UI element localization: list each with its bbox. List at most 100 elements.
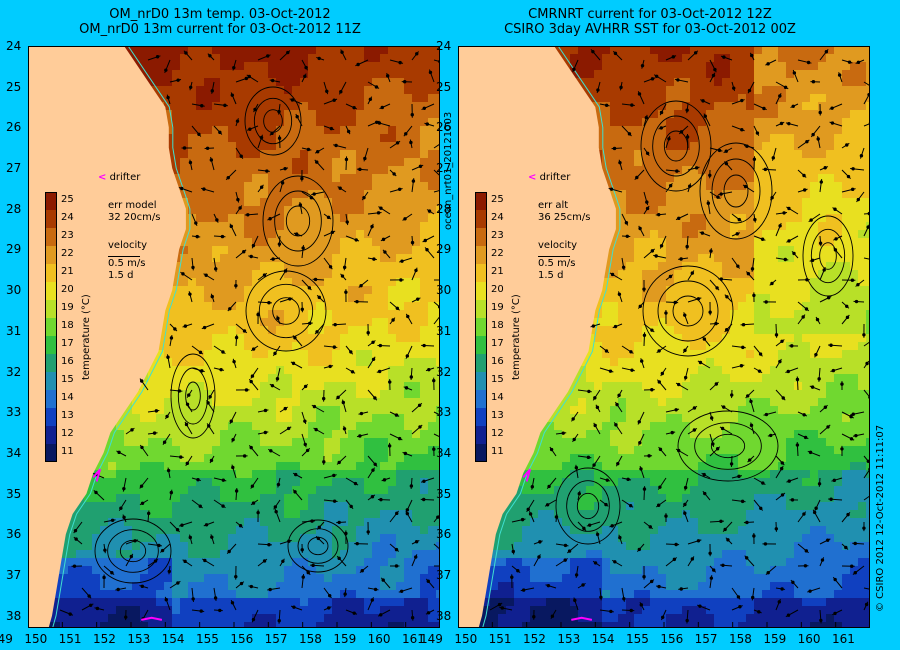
latitude-tick-label: 26 — [436, 120, 452, 135]
eddy-streamline — [640, 100, 712, 192]
right-map-panel[interactable] — [458, 46, 870, 628]
longitude-tick-label: 158 — [299, 632, 322, 646]
colorbar-segment — [45, 408, 57, 426]
left-sst-map[interactable] — [28, 46, 440, 628]
land-mass — [28, 46, 186, 628]
colorbar-tick-label: 14 — [61, 392, 74, 403]
eddy-streamline — [258, 283, 314, 339]
latitude-tick-label: 28 — [6, 201, 22, 216]
eddy-streamline — [107, 529, 159, 573]
colorbar-tick-label: 15 — [491, 374, 504, 385]
eddy-streamline — [245, 270, 327, 352]
right-title: CMRNRT current for 03-Oct-2012 12Z CSIRO… — [490, 7, 810, 37]
latitude-tick-label: 27 — [436, 161, 452, 176]
colorbar-segment — [475, 390, 487, 408]
legend-text: 1.5 d — [538, 270, 564, 281]
colorbar-tick-label: 18 — [61, 320, 74, 331]
latitude-tick-label: 38 — [6, 608, 22, 623]
legend-text: 0.5 m/s — [108, 258, 146, 269]
colorbar-tick-label: 12 — [491, 428, 504, 439]
colorbar-tick-label: 16 — [61, 356, 74, 367]
colorbar-tick-label: 21 — [61, 266, 74, 277]
colorbar-tick-label: 20 — [491, 284, 504, 295]
eddy-streamline — [287, 519, 349, 573]
eddy-streamline — [170, 353, 216, 439]
eddy-streamline — [699, 142, 773, 240]
latitude-tick-label: 32 — [436, 364, 452, 379]
colorbar-segment — [475, 192, 487, 210]
eddy-streamline — [694, 422, 762, 470]
eddy-streamline — [642, 265, 734, 357]
eddy-streamline — [262, 175, 334, 267]
eddy-streamline — [652, 115, 700, 177]
longitude-tick-label: 152 — [93, 632, 116, 646]
longitude-tick-label: 157 — [694, 632, 718, 646]
latitude-tick-label: 33 — [436, 405, 452, 420]
eddy-streamline — [810, 228, 846, 284]
eddy-streamline — [285, 205, 311, 237]
colorbar-tick-label: 21 — [491, 266, 504, 277]
longitude-tick-label: 149 — [420, 632, 443, 646]
current-vectors — [59, 49, 440, 624]
colorbar-tick-label: 18 — [491, 320, 504, 331]
legend-text: err model — [108, 200, 157, 211]
drifter-marker: < — [528, 172, 537, 183]
eddy-streamline — [297, 528, 339, 564]
shelf-contour — [52, 46, 191, 628]
left-title: OM_nrD0 13m temp. 03-Oct-2012 OM_nrD0 13… — [70, 7, 370, 37]
longitude-tick-label: 155 — [196, 632, 219, 646]
colorbar-segment — [45, 336, 57, 354]
legend-text: 36 25cm/s — [538, 212, 591, 223]
left-title-line2: OM_nrD0 13m current for 03-Oct-2012 11Z — [79, 22, 361, 37]
colorbar-tick-label: 25 — [61, 194, 74, 205]
latitude-tick-label: 24 — [436, 39, 452, 53]
legend-text: velocity — [538, 240, 578, 251]
longitude-tick-label: 158 — [729, 632, 752, 646]
colorbar-tick-label: 24 — [61, 212, 74, 223]
latitude-tick-label: 37 — [436, 568, 452, 583]
latitude-tick-label: 30 — [6, 283, 22, 298]
colorbar-tick-label: 23 — [491, 230, 504, 241]
colorbar-segment — [45, 246, 57, 264]
longitude-tick-label: 159 — [763, 632, 787, 646]
drifter-track — [92, 468, 102, 482]
colorbar-tick-label: 13 — [61, 410, 74, 421]
latitude-tick-label: 31 — [436, 323, 452, 338]
colorbar-tick-label: 22 — [491, 248, 504, 259]
eddy-streamline — [672, 295, 704, 327]
longitude-tick-label: 149 — [0, 632, 13, 646]
colorbar-frame — [475, 192, 487, 462]
colorbar-tick-label: 11 — [491, 446, 504, 457]
colorbar-segment — [45, 228, 57, 246]
colorbar-tick-label: 17 — [491, 338, 504, 349]
eddy-streamline — [307, 536, 329, 556]
latitude-tick-label: 37 — [6, 568, 22, 583]
colorbar-segment — [475, 354, 487, 372]
eddy-streamline — [576, 492, 600, 520]
latitude-tick-label: 29 — [6, 242, 22, 257]
eddy-streamline — [185, 381, 201, 411]
right-sst-map[interactable] — [458, 46, 870, 628]
colorbar-segment — [475, 408, 487, 426]
latitude-tick-label: 30 — [436, 283, 452, 298]
longitude-tick-label: 155 — [626, 632, 649, 646]
drifter-legend: < drifter — [528, 172, 570, 183]
longitude-tick-label: 151 — [488, 632, 512, 646]
colorbar-title: temperature (°C) — [81, 294, 92, 380]
drifter-track — [571, 616, 593, 621]
colorbar-tick-label: 17 — [61, 338, 74, 349]
colorbar-segment — [45, 444, 57, 462]
colorbar-segment — [475, 372, 487, 390]
longitude-tick-label: 159 — [333, 632, 357, 646]
longitude-tick-label: 150 — [454, 632, 478, 646]
latitude-tick-label: 36 — [436, 527, 452, 542]
latitude-tick-label: 34 — [6, 445, 22, 460]
eddy-streamline — [566, 480, 610, 532]
latitude-tick-label: 35 — [6, 486, 22, 501]
left-map-panel[interactable] — [28, 46, 440, 628]
latitude-tick-label: 31 — [6, 323, 22, 338]
legend-text: 1.5 d — [108, 270, 134, 281]
latitude-tick-label: 24 — [6, 39, 22, 53]
colorbar-segment — [475, 336, 487, 354]
longitude-tick-label: 150 — [24, 632, 48, 646]
